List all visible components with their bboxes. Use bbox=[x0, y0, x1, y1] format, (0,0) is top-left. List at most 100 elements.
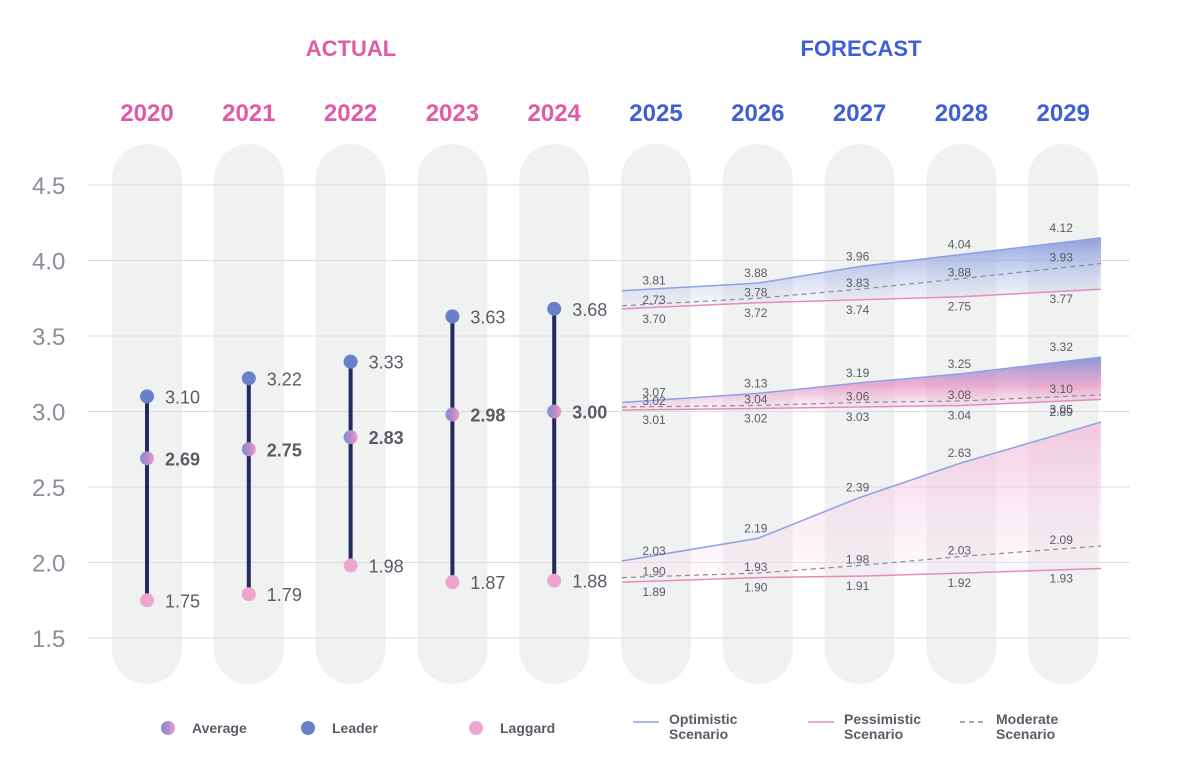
year-label-2023: 2023 bbox=[426, 100, 479, 127]
moderate-label-laggard-2025: 1.90 bbox=[642, 565, 666, 579]
section-title-forecast: FORECAST bbox=[801, 36, 923, 61]
laggard-label-2022: 1.98 bbox=[369, 557, 404, 577]
leader-point-2022 bbox=[343, 354, 358, 369]
pessimistic-label-laggard-2028: 1.92 bbox=[948, 576, 972, 590]
pessimistic-label-average-2028: 3.04 bbox=[948, 408, 972, 422]
pessimistic-label-leader-2026: 3.72 bbox=[744, 306, 768, 320]
leader-point-2024 bbox=[547, 301, 562, 316]
average-point-2022 bbox=[343, 430, 358, 445]
year-label-2022: 2022 bbox=[324, 100, 377, 127]
optimistic-label-leader-2026: 3.88 bbox=[744, 266, 768, 280]
y-axis-ticks: 4.5 4.0 3.5 3.0 2.5 2.0 1.5 bbox=[32, 173, 65, 653]
optimistic-line-average bbox=[621, 356, 1102, 404]
legend-label-moderate: Moderate bbox=[996, 711, 1058, 727]
laggard-point-2022 bbox=[343, 558, 358, 573]
pessimistic-label-leader-2029: 3.77 bbox=[1050, 292, 1074, 306]
average-point-2023 bbox=[445, 407, 460, 422]
y-tick-4.5: 4.5 bbox=[32, 173, 65, 200]
moderate-label-leader-2029: 3.93 bbox=[1050, 251, 1074, 265]
section-headers: ACTUAL FORECAST 2020 2021 2022 2023 2024 2025 20… bbox=[120, 36, 1090, 127]
pessimistic-line-leader bbox=[621, 288, 1102, 310]
leader-point-2021 bbox=[241, 371, 256, 386]
legend: Average Leader Laggard Optimistic ScenarioPe… bbox=[161, 711, 1058, 742]
optimistic-label-leader-2025: 3.81 bbox=[642, 274, 666, 288]
average-label-2023: 2.98 bbox=[470, 406, 505, 426]
average-label-2020: 2.69 bbox=[165, 449, 200, 469]
legend-label2-pessimistic: Scenario bbox=[844, 726, 903, 742]
year-label-2026: 2026 bbox=[731, 100, 784, 127]
pessimistic-label-average-2026: 3.02 bbox=[744, 411, 768, 425]
pessimistic-label-laggard-2027: 1.91 bbox=[846, 579, 870, 593]
band-fill-average bbox=[622, 357, 1101, 410]
blue-dot-icon bbox=[301, 721, 315, 735]
legend-label-pessimistic: Pessimistic bbox=[844, 711, 921, 727]
leader-label-2022: 3.33 bbox=[369, 353, 404, 373]
gradient-dot-icon bbox=[161, 721, 175, 735]
laggard-point-2023 bbox=[445, 575, 460, 590]
moderate-label-average-2025: 3.02 bbox=[642, 394, 666, 408]
pessimistic-label-leader-2028: 2.75 bbox=[948, 300, 972, 314]
leader-label-2020: 3.10 bbox=[165, 387, 200, 407]
moderate-label-leader-2025: 2.73 bbox=[642, 293, 666, 307]
average-label-2024: 3.00 bbox=[572, 403, 607, 423]
moderate-line-average bbox=[621, 394, 1102, 408]
optimistic-label-laggard-2025: 2.03 bbox=[642, 544, 666, 558]
y-tick-3.5: 3.5 bbox=[32, 324, 65, 351]
laggard-label-2020: 1.75 bbox=[165, 591, 200, 611]
optimistic-line-leader bbox=[621, 237, 1102, 292]
optimistic-label-laggard-2029: 2.89 bbox=[1050, 405, 1074, 419]
pessimistic-label-average-2029: 3.05 bbox=[1050, 402, 1074, 416]
optimistic-label-average-2029: 3.32 bbox=[1050, 340, 1074, 354]
pessimistic-label-leader-2027: 3.74 bbox=[846, 303, 870, 317]
moderate-label-leader-2026: 3.78 bbox=[744, 285, 768, 299]
legend-label-leader: Leader bbox=[332, 720, 378, 736]
laggard-point-2020 bbox=[140, 593, 154, 608]
year-label-2020: 2020 bbox=[120, 100, 173, 127]
optimistic-label-leader-2027: 3.96 bbox=[846, 250, 870, 264]
average-point-2020 bbox=[140, 451, 154, 466]
y-tick-3.0: 3.0 bbox=[32, 400, 65, 427]
year-label-2025: 2025 bbox=[629, 100, 682, 127]
y-tick-2.5: 2.5 bbox=[32, 475, 65, 502]
moderate-label-average-2028: 3.08 bbox=[948, 388, 972, 402]
year-label-2029: 2029 bbox=[1037, 100, 1090, 127]
moderate-label-laggard-2026: 1.93 bbox=[744, 560, 768, 574]
pessimistic-label-leader-2025: 3.70 bbox=[642, 312, 666, 326]
leader-label-2024: 3.68 bbox=[572, 300, 607, 320]
optimistic-label-average-2026: 3.13 bbox=[744, 376, 768, 390]
year-label-2024: 2024 bbox=[528, 100, 582, 127]
pessimistic-line-average bbox=[621, 398, 1102, 411]
leader-label-2021: 3.22 bbox=[267, 369, 302, 389]
optimistic-label-leader-2029: 4.12 bbox=[1050, 221, 1074, 235]
pessimistic-label-laggard-2029: 1.93 bbox=[1050, 572, 1074, 586]
moderate-label-leader-2027: 3.83 bbox=[846, 276, 870, 290]
pessimistic-line-laggard bbox=[621, 567, 1102, 583]
legend-label-average: Average bbox=[192, 720, 247, 736]
optimistic-label-leader-2028: 4.04 bbox=[948, 237, 972, 251]
laggard-label-2023: 1.87 bbox=[470, 573, 505, 593]
forecast-bands: 3.81 3.88 3.96 4.04 4.12 2.73 3.78 3.83 3.88 3.93… bbox=[621, 221, 1102, 599]
pessimistic-label-laggard-2026: 1.90 bbox=[744, 581, 768, 595]
moderate-label-average-2029: 3.10 bbox=[1050, 382, 1074, 396]
optimistic-label-laggard-2026: 2.19 bbox=[744, 521, 768, 535]
average-point-2021 bbox=[241, 442, 256, 457]
moderate-label-laggard-2028: 2.03 bbox=[948, 543, 972, 557]
optimistic-label-average-2025: 3.07 bbox=[642, 385, 666, 399]
section-title-actual: ACTUAL bbox=[306, 36, 396, 61]
optimistic-label-average-2028: 3.25 bbox=[948, 357, 972, 371]
legend-label-laggard: Laggard bbox=[500, 720, 555, 736]
moderate-label-laggard-2029: 2.09 bbox=[1050, 533, 1074, 547]
average-label-2022: 2.83 bbox=[369, 428, 404, 448]
year-label-2028: 2028 bbox=[935, 100, 988, 127]
column-bg-2025 bbox=[621, 144, 691, 684]
legend-label-optimistic: Optimistic bbox=[669, 711, 738, 727]
laggard-point-2024 bbox=[547, 573, 562, 588]
moderate-line-leader bbox=[621, 262, 1102, 307]
band-fill-leader bbox=[622, 237, 1101, 309]
y-tick-4.0: 4.0 bbox=[32, 249, 65, 276]
leader-point-2023 bbox=[445, 309, 460, 324]
moderate-line-laggard bbox=[621, 545, 1102, 579]
y-tick-1.5: 1.5 bbox=[32, 626, 65, 653]
year-label-2021: 2021 bbox=[222, 100, 275, 127]
pink-dot-icon bbox=[469, 721, 483, 735]
